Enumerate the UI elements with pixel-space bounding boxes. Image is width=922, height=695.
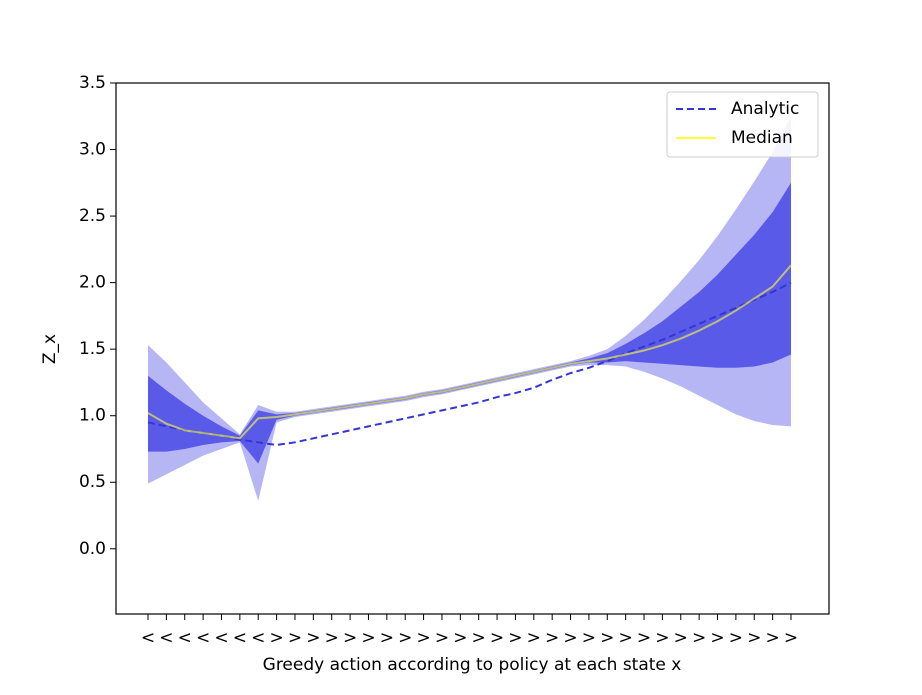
- series-line: [147, 264, 792, 440]
- x-tick-label: >: [398, 628, 412, 648]
- x-tick-label: >: [619, 628, 633, 648]
- x-tick-label: >: [527, 628, 541, 648]
- x-tick-label: >: [710, 628, 724, 648]
- x-tick-label: >: [380, 628, 394, 648]
- x-tick-label: <: [178, 628, 192, 648]
- plot-frame: [115, 82, 830, 615]
- legend-label: Median: [731, 128, 793, 148]
- x-tick-label: >: [582, 628, 596, 648]
- y-tick-label: 3.5: [79, 73, 106, 93]
- x-tick-label: >: [490, 628, 504, 648]
- y-tick-label: 0.0: [79, 539, 106, 559]
- x-tick-label: >: [472, 628, 486, 648]
- y-axis-label: Z_x: [40, 334, 60, 364]
- x-tick-label: >: [416, 628, 430, 648]
- x-tick-label: >: [729, 628, 743, 648]
- quantile-band: [148, 116, 791, 501]
- x-tick-label: <: [159, 628, 173, 648]
- y-tick-label: 2.0: [79, 273, 106, 293]
- x-tick-label: >: [637, 628, 651, 648]
- legend-label: Analytic: [731, 99, 799, 119]
- x-tick-label: >: [361, 628, 375, 648]
- x-tick-label: >: [655, 628, 669, 648]
- x-tick-label: >: [600, 628, 614, 648]
- x-tick-label: >: [269, 628, 283, 648]
- x-tick-label: >: [508, 628, 522, 648]
- x-tick-label: >: [563, 628, 577, 648]
- x-tick-label: >: [325, 628, 339, 648]
- quantile-band: [148, 182, 791, 464]
- x-tick-label: >: [453, 628, 467, 648]
- x-tick-label: >: [766, 628, 780, 648]
- x-axis-label: Greedy action according to policy at eac…: [263, 655, 682, 675]
- series-line: [147, 281, 792, 446]
- x-tick-label: >: [784, 628, 798, 648]
- y-tick-label: 1.5: [79, 339, 106, 359]
- x-tick-label: <: [251, 628, 265, 648]
- x-tick-label: <: [141, 628, 155, 648]
- y-tick-label: 1.0: [79, 406, 106, 426]
- x-tick-label: >: [343, 628, 357, 648]
- y-tick-label: 2.5: [79, 206, 106, 226]
- legend: Analytic Median: [666, 91, 819, 158]
- x-tick-label: <: [214, 628, 228, 648]
- x-tick-label: >: [435, 628, 449, 648]
- x-tick-label: >: [674, 628, 688, 648]
- x-tick-label: >: [747, 628, 761, 648]
- x-tick-label: >: [288, 628, 302, 648]
- y-tick-label: 3.0: [79, 140, 106, 160]
- y-tick-label: 0.5: [79, 472, 106, 492]
- x-tick-label: >: [545, 628, 559, 648]
- x-tick-label: >: [692, 628, 706, 648]
- x-tick-label: <: [196, 628, 210, 648]
- x-tick-label: <: [233, 628, 247, 648]
- x-tick-label: >: [306, 628, 320, 648]
